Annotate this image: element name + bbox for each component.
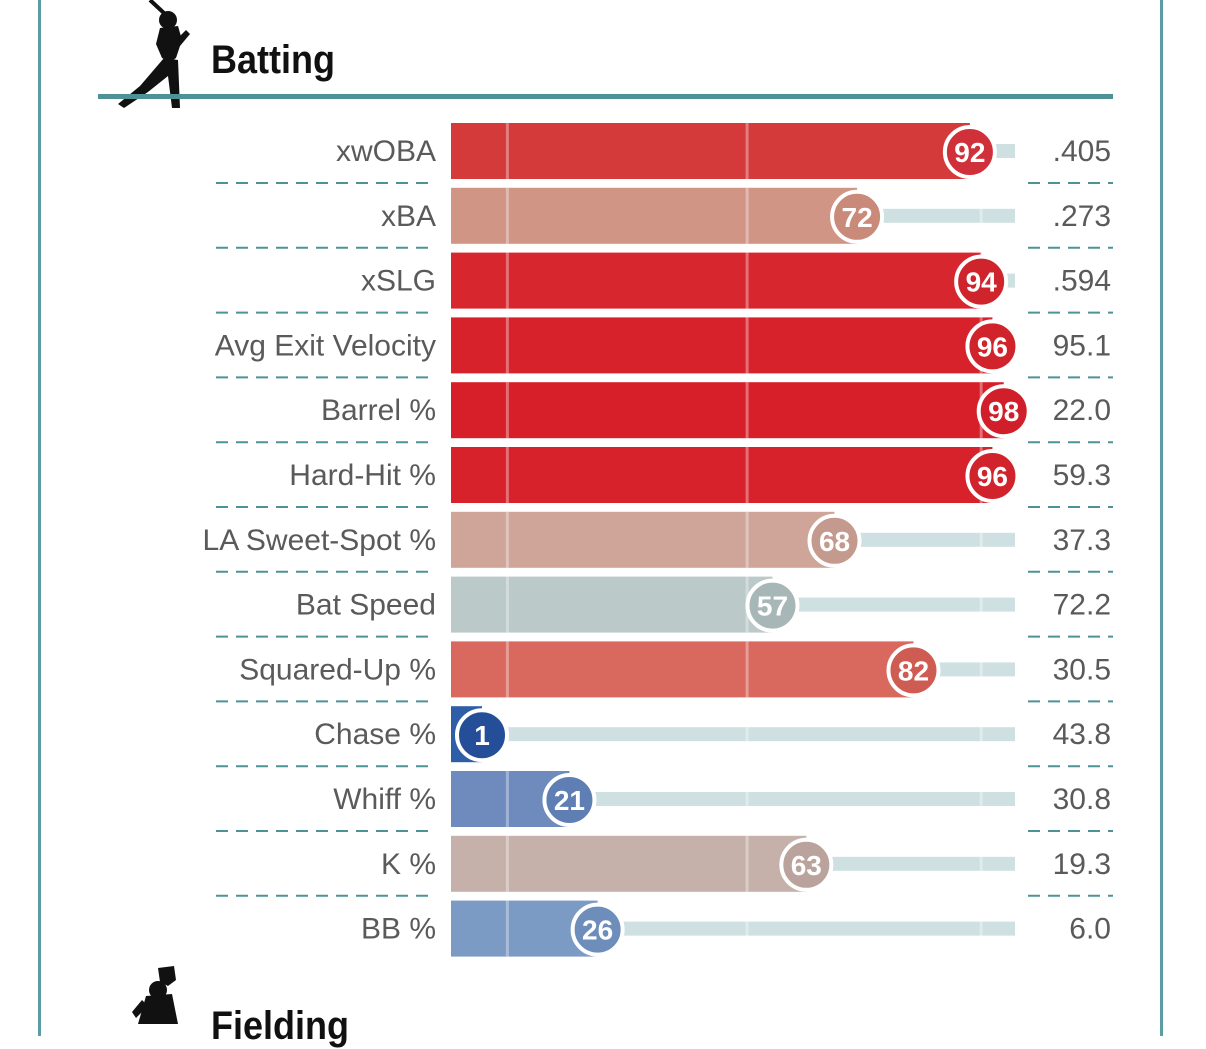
percentile-label-hard-hit: 96 bbox=[977, 461, 1008, 492]
fielder-silhouette-icon bbox=[132, 966, 178, 1024]
percentile-label-xslg: 94 bbox=[966, 267, 998, 298]
percentile-label-k: 63 bbox=[791, 850, 822, 881]
stat-value-la-sweet-spot: 37.3 bbox=[1053, 524, 1111, 557]
metric-label-xba: xBA bbox=[381, 200, 436, 233]
metric-label-chase: Chase % bbox=[314, 718, 436, 751]
percentile-label-squared-up: 82 bbox=[898, 655, 929, 686]
bar-barrel bbox=[451, 382, 1004, 439]
bar-k bbox=[451, 835, 807, 892]
percentile-chart: 92 xwOBA .405 72 xBA .273 94 xSLG .594 96 Avg Exit… bbox=[203, 123, 1113, 957]
stat-value-bat-speed: 72.2 bbox=[1053, 589, 1111, 622]
percentile-circle-hard-hit bbox=[965, 449, 1020, 503]
bar-xslg bbox=[451, 252, 982, 309]
metric-label-hard-hit: Hard-Hit % bbox=[289, 459, 436, 492]
bar-la-sweet-spot bbox=[451, 511, 835, 568]
bar-xwoba bbox=[451, 123, 970, 179]
stat-value-avg-exit-velocity: 95.1 bbox=[1053, 329, 1111, 362]
metric-label-bb: BB % bbox=[361, 913, 436, 946]
percentile-circle-xwoba bbox=[942, 125, 997, 179]
percentile-label-whiff: 21 bbox=[554, 785, 585, 816]
stat-value-xslg: .594 bbox=[1053, 265, 1111, 298]
stat-value-k: 19.3 bbox=[1053, 848, 1111, 881]
percentile-circle-avg-exit-velocity bbox=[965, 319, 1020, 374]
metric-label-k: K % bbox=[381, 848, 436, 881]
metric-label-whiff: Whiff % bbox=[333, 783, 436, 816]
percentile-circle-whiff bbox=[542, 773, 597, 827]
metric-label-barrel: Barrel % bbox=[321, 394, 436, 427]
card-frame bbox=[38, 0, 1163, 1036]
batting-section-title: Batting bbox=[211, 38, 335, 82]
bar-avg-exit-velocity bbox=[451, 317, 993, 374]
percentile-label-avg-exit-velocity: 96 bbox=[977, 331, 1008, 362]
metric-label-la-sweet-spot: LA Sweet-Spot % bbox=[203, 524, 436, 557]
percentile-label-barrel: 98 bbox=[988, 396, 1019, 427]
bar-squared-up bbox=[451, 641, 914, 698]
percentile-circle-squared-up bbox=[886, 643, 941, 698]
percentile-label-xwoba: 92 bbox=[954, 137, 985, 168]
bar-bat-speed bbox=[451, 576, 773, 633]
percentile-label-bb: 26 bbox=[582, 915, 613, 946]
stat-value-squared-up: 30.5 bbox=[1053, 653, 1111, 686]
stat-value-barrel: 22.0 bbox=[1053, 394, 1111, 427]
stat-value-xwoba: .405 bbox=[1053, 135, 1111, 168]
percentile-circle-xba bbox=[830, 189, 885, 244]
bar-hard-hit bbox=[451, 447, 993, 503]
metric-label-avg-exit-velocity: Avg Exit Velocity bbox=[215, 329, 436, 362]
percentile-circle-barrel bbox=[976, 384, 1031, 439]
percentile-circle-la-sweet-spot bbox=[807, 513, 862, 568]
stat-value-hard-hit: 59.3 bbox=[1053, 459, 1111, 492]
stat-value-chase: 43.8 bbox=[1053, 718, 1111, 751]
metric-label-xwoba: xwOBA bbox=[336, 135, 436, 168]
percentile-label-bat-speed: 57 bbox=[757, 591, 788, 622]
metric-label-xslg: xSLG bbox=[361, 265, 436, 298]
track-chase bbox=[451, 727, 1015, 742]
bar-xba bbox=[451, 187, 858, 244]
metric-label-squared-up: Squared-Up % bbox=[239, 653, 436, 686]
metric-label-bat-speed: Bat Speed bbox=[296, 589, 436, 622]
percentile-circle-chase bbox=[455, 708, 509, 763]
percentile-label-xba: 72 bbox=[842, 202, 873, 233]
stat-value-bb: 6.0 bbox=[1069, 913, 1111, 946]
percentile-circle-k bbox=[779, 837, 834, 892]
percentile-circle-bb bbox=[570, 902, 625, 957]
percentile-circle-bat-speed bbox=[745, 578, 800, 633]
percentile-circle-xslg bbox=[954, 254, 1009, 309]
percentile-label-chase: 1 bbox=[474, 720, 490, 751]
percentile-label-la-sweet-spot: 68 bbox=[819, 526, 850, 557]
batting-divider bbox=[98, 94, 1113, 99]
stat-value-whiff: 30.8 bbox=[1053, 783, 1111, 816]
stat-value-xba: .273 bbox=[1053, 200, 1111, 233]
